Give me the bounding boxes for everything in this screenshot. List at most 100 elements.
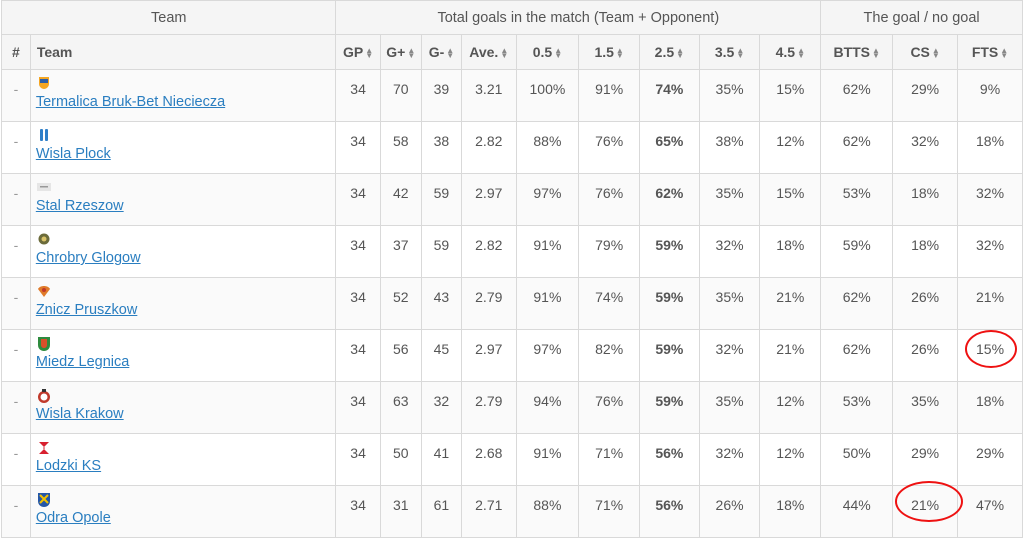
- cs-cell: 35%: [892, 381, 959, 434]
- sort-arrows-icon[interactable]: ▲ ▼: [872, 46, 880, 61]
- sort-arrows-icon[interactable]: ▲ ▼: [736, 46, 745, 61]
- odra-opole-crest-icon: [37, 492, 51, 507]
- col-header-o35[interactable]: 3.5 ▲ ▼: [698, 34, 761, 70]
- sort-arrows-icon[interactable]: ▲ ▼: [554, 46, 563, 61]
- ave-cell: 2.79: [461, 277, 517, 330]
- col-header-o15[interactable]: 1.5 ▲ ▼: [578, 34, 641, 70]
- col-header-btts[interactable]: BTTS ▲ ▼: [820, 34, 894, 70]
- o15-cell: 79%: [578, 225, 641, 278]
- col-header-btts-label: BTTS: [833, 44, 871, 60]
- gminus-cell: 59: [420, 225, 463, 278]
- cs-cell-circled: 21%: [892, 481, 964, 538]
- rank-cell: -: [1, 121, 31, 174]
- fts-cell: 29%: [957, 433, 1023, 486]
- o35-cell: 26%: [698, 485, 761, 538]
- col-header-o05[interactable]: 0.5 ▲ ▼: [515, 34, 580, 70]
- team-cell: Miedz Legnica: [29, 329, 337, 382]
- team-link[interactable]: Odra Opole: [35, 510, 111, 526]
- o45-cell: 15%: [759, 69, 822, 122]
- gplus-cell: 56: [379, 329, 422, 382]
- o25-cell: 56%: [639, 485, 700, 538]
- col-header-gplus[interactable]: G+ ▲ ▼: [379, 34, 422, 70]
- gplus-cell: 70: [379, 69, 422, 122]
- team-link[interactable]: Chrobry Glogow: [35, 250, 141, 266]
- col-header-ave[interactable]: Ave. ▲ ▼: [461, 34, 517, 70]
- ave-cell: 2.82: [461, 225, 517, 278]
- fts-cell-circled: 15%: [957, 329, 1023, 382]
- sort-arrows-icon[interactable]: ▲ ▼: [365, 46, 374, 61]
- sort-arrows-icon[interactable]: ▲ ▼: [500, 46, 509, 61]
- team-link[interactable]: Stal Rzeszow: [35, 198, 124, 214]
- col-header-o25[interactable]: 2.5 ▲ ▼: [639, 34, 700, 70]
- fts-cell: 21%: [957, 277, 1023, 330]
- rank-cell: -: [1, 381, 31, 434]
- column-header-row: # Team GP ▲ ▼ G+ ▲ ▼ G- ▲ ▼ Ave. ▲ ▼ 0.5 ▲ ▼ 1.5 ▲ ▼ 2.5 ▲ ▼…: [1, 34, 1023, 70]
- o45-cell: 21%: [759, 277, 822, 330]
- rank-cell: -: [1, 485, 31, 538]
- col-header-cs[interactable]: CS ▲ ▼: [892, 34, 959, 70]
- group-header-goal-no-goal: The goal / no goal: [820, 0, 1023, 35]
- table-row: - Miedz Legnica 34 56 45 2.97 97% 82% 59% 32% 21% 6…: [1, 329, 1023, 382]
- gminus-cell: 43: [420, 277, 463, 330]
- gp-cell: 34: [335, 173, 381, 226]
- gplus-cell: 63: [379, 381, 422, 434]
- col-header-gplus-label: G+: [386, 44, 406, 60]
- sort-arrows-icon[interactable]: ▲ ▼: [676, 46, 685, 61]
- rank-cell: -: [1, 277, 31, 330]
- team-link[interactable]: Lodzki KS: [35, 458, 102, 474]
- sort-arrows-icon[interactable]: ▲ ▼: [1000, 46, 1009, 61]
- col-header-gp[interactable]: GP ▲ ▼: [335, 34, 381, 70]
- sort-arrows-icon[interactable]: ▲ ▼: [931, 46, 940, 61]
- gplus-cell: 50: [379, 433, 422, 486]
- o25-cell: 59%: [639, 381, 700, 434]
- o45-cell: 12%: [759, 433, 822, 486]
- o05-cell: 88%: [515, 485, 580, 538]
- gp-cell: 34: [335, 121, 381, 174]
- gminus-cell: 38: [420, 121, 463, 174]
- btts-cell: 62%: [820, 277, 894, 330]
- o05-cell: 94%: [515, 381, 580, 434]
- btts-cell: 50%: [820, 433, 894, 486]
- sort-arrows-icon[interactable]: ▲ ▼: [615, 46, 624, 61]
- team-link[interactable]: Wisla Krakow: [35, 406, 124, 422]
- o05-cell: 91%: [515, 225, 580, 278]
- team-link[interactable]: Miedz Legnica: [35, 354, 130, 370]
- gminus-cell: 61: [420, 485, 463, 538]
- lodzki-ks-crest-icon: [37, 440, 51, 454]
- znicz-pruszkow-crest-icon: [37, 284, 51, 298]
- o15-cell: 91%: [578, 69, 641, 122]
- gp-cell: 34: [335, 485, 381, 538]
- o25-cell: 74%: [639, 69, 700, 122]
- rank-cell: -: [1, 433, 31, 486]
- sort-arrows-icon[interactable]: ▲ ▼: [446, 46, 455, 61]
- o25-cell: 59%: [639, 329, 700, 382]
- team-link[interactable]: Termalica Bruk-Bet Nieciecza: [35, 94, 226, 110]
- sort-arrows-icon[interactable]: ▲ ▼: [407, 46, 416, 61]
- col-header-fts[interactable]: FTS ▲ ▼: [957, 34, 1023, 70]
- o15-cell: 76%: [578, 121, 641, 174]
- cs-cell: 26%: [892, 329, 959, 382]
- gp-cell: 34: [335, 69, 381, 122]
- team-link[interactable]: Znicz Pruszkow: [35, 302, 138, 318]
- cs-cell: 29%: [892, 69, 959, 122]
- col-header-o45[interactable]: 4.5 ▲ ▼: [759, 34, 822, 70]
- col-header-gp-label: GP: [343, 44, 364, 60]
- o15-cell: 76%: [578, 381, 641, 434]
- team-cell: Odra Opole: [29, 485, 337, 538]
- col-header-team[interactable]: Team: [29, 34, 337, 70]
- table-row: - Znicz Pruszkow 34 52 43 2.79 91% 74% 59% 35% 21%…: [1, 277, 1023, 330]
- table-row: - Wisla Krakow 34 63 32 2.79 94% 76% 59% 35% 12% 53…: [1, 381, 1023, 434]
- col-header-gminus[interactable]: G- ▲ ▼: [420, 34, 463, 70]
- team-link[interactable]: Wisla Plock: [35, 146, 111, 162]
- o15-cell: 71%: [578, 485, 641, 538]
- fts-cell: 18%: [957, 381, 1023, 434]
- o35-cell: 35%: [698, 277, 761, 330]
- col-header-rank: #: [1, 34, 31, 70]
- table-row: - Lodzki KS 34 50 41 2.68 91% 71% 56% 32% 12% 50% 29…: [1, 433, 1023, 486]
- o05-cell: 97%: [515, 329, 580, 382]
- team-cell: Termalica Bruk-Bet Nieciecza: [29, 69, 337, 122]
- o35-cell: 35%: [698, 173, 761, 226]
- sort-arrows-icon[interactable]: ▲ ▼: [797, 46, 805, 61]
- rank-cell: -: [1, 329, 31, 382]
- termalica-crest-icon: [37, 76, 51, 90]
